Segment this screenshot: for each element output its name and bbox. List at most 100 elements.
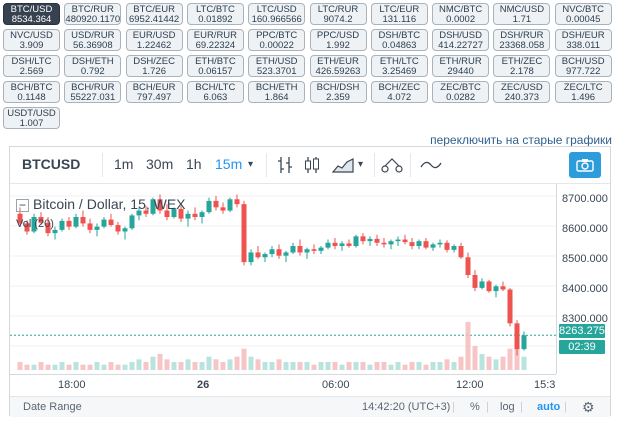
pair-button[interactable]: LTC/RUR 9074.2 (309, 3, 367, 25)
volume-bar (136, 359, 142, 370)
chevron-down-icon[interactable]: ▾ (248, 159, 254, 170)
pair-price: 9074.2 (323, 14, 353, 25)
candle-body (458, 246, 464, 258)
pair-button[interactable]: BCH/LTC 6.063 (186, 81, 244, 103)
bar-style-icon[interactable] (276, 155, 294, 175)
pair-button[interactable]: DSH/USD 414.22727 (432, 29, 490, 51)
pair-button[interactable]: ZEC/USD 240.373 (493, 81, 551, 103)
pair-button[interactable]: BCH/USD 977.722 (554, 55, 612, 77)
candle-body (269, 249, 275, 255)
volume-bar (339, 364, 345, 370)
pair-button[interactable]: BCH/DSH 2.359 (309, 81, 367, 103)
pair-button[interactable]: USDT/USD 1.007 (3, 107, 60, 129)
candle-body (353, 236, 359, 246)
pair-name: BCH/BTC (10, 82, 53, 93)
volume-bar (500, 356, 506, 370)
pair-price: 480920.1170 (65, 14, 121, 25)
symbol-search[interactable]: BTCUSD (22, 156, 81, 172)
pair-button[interactable]: ETH/ZEC 2.178 (493, 55, 551, 77)
pair-button[interactable]: BTC/EUR 6952.41442 (125, 3, 183, 25)
pair-button[interactable]: BTC/RUR 480920.1170 (64, 3, 122, 25)
pair-button[interactable]: BCH/ETH 1.864 (248, 81, 306, 103)
compare-wave-icon[interactable] (420, 157, 442, 173)
pair-button[interactable]: ETH/USD 523.3701 (248, 55, 306, 77)
volume-bar (213, 359, 219, 370)
pair-name: ETH/ZEC (501, 56, 543, 67)
pair-button[interactable]: USD/RUR 56.36908 (64, 29, 122, 51)
legend-collapse-icon[interactable]: − (16, 198, 30, 212)
pair-button[interactable]: ETH/EUR 426.59263 (309, 55, 367, 77)
pair-button[interactable]: BCH/RUR 55227.031 (64, 81, 122, 103)
pair-button[interactable]: EUR/RUR 69.22324 (186, 29, 244, 51)
indicators-icon[interactable] (380, 155, 404, 175)
volume-bar (178, 362, 184, 370)
clock-timezone[interactable]: 14:42:20 (UTC+3) (362, 401, 451, 413)
switch-old-charts-link[interactable]: переключить на старые графики (430, 133, 612, 147)
volume-bar (269, 362, 275, 370)
pair-button[interactable]: PPC/USD 1.992 (309, 29, 367, 51)
pair-button[interactable]: DSH/LTC 2.569 (3, 55, 60, 77)
candle-body (514, 323, 520, 350)
pair-button[interactable]: BCH/BTC 0.1148 (3, 81, 60, 103)
pair-button[interactable]: ETH/RUR 29440 (432, 55, 490, 77)
pair-button[interactable]: LTC/BTC 0.01892 (186, 3, 244, 25)
time-axis[interactable]: 18:00 26 06:00 12:00 15:3 (10, 374, 556, 397)
pair-button[interactable]: NVC/BTC 0.00045 (554, 3, 612, 25)
pair-button[interactable]: BCH/ZEC 4.072 (370, 81, 428, 103)
percent-scale-toggle[interactable]: % (470, 401, 480, 413)
volume-bar (164, 359, 170, 370)
pair-button[interactable]: ETH/BTC 0.06157 (186, 55, 244, 77)
pair-button[interactable]: LTC/EUR 131.116 (370, 3, 428, 25)
candle-body (87, 223, 93, 230)
candle-body (199, 212, 205, 217)
pair-name: BCH/DSH (316, 82, 360, 93)
pair-button[interactable]: BCH/EUR 797.497 (125, 81, 183, 103)
pair-button[interactable]: ZEC/LTC 1.496 (554, 81, 612, 103)
pair-button[interactable]: NMC/BTC 0.0002 (432, 3, 490, 25)
interval-30m[interactable]: 30m (146, 156, 174, 172)
candle-body (311, 249, 317, 251)
volume-bar (192, 362, 198, 370)
candle-body (262, 254, 268, 258)
volume-bar (122, 364, 128, 370)
interval-1m[interactable]: 1m (114, 156, 134, 172)
pair-name: ETH/EUR (317, 56, 359, 67)
pair-button[interactable]: DSH/RUR 23368.058 (493, 29, 551, 51)
gear-icon[interactable]: ⚙ (582, 399, 595, 415)
pair-button[interactable]: PPC/BTC 0.00022 (248, 29, 306, 51)
price-pane[interactable]: − Bitcoin / Dollar, 15, WEX Vol (20) (10, 184, 557, 374)
volume-bar (129, 362, 135, 370)
interval-15m[interactable]: 15m (215, 156, 243, 172)
pair-button[interactable]: NVC/USD 3.909 (3, 29, 60, 51)
pair-price: 0.06157 (198, 66, 233, 77)
chevron-down-icon[interactable]: ▾ (358, 159, 364, 170)
pair-button[interactable]: DSH/ZEC 1.726 (125, 55, 183, 77)
candles-style-icon[interactable] (303, 155, 321, 175)
pair-button[interactable]: NMC/USD 1.71 (493, 3, 551, 25)
pair-price: 0.04863 (382, 40, 417, 51)
pair-button[interactable]: DSH/EUR 338.011 (554, 29, 612, 51)
camera-screenshot-button[interactable] (569, 152, 601, 178)
pair-button[interactable]: LTC/USD 160.966566 (248, 3, 306, 25)
candle-body (220, 207, 226, 211)
area-style-icon[interactable] (332, 155, 354, 175)
volume-bar (465, 322, 471, 370)
pair-button[interactable]: ETH/LTC 3.25469 (370, 55, 428, 77)
pair-button[interactable]: BTC/USD 8534.364 (3, 3, 60, 25)
volume-bar (101, 364, 107, 370)
pair-price: 0.0002 (446, 14, 476, 25)
date-range-button[interactable]: Date Range (23, 401, 82, 413)
candle-body (388, 241, 394, 245)
pair-button[interactable]: EUR/USD 1.22462 (125, 29, 183, 51)
candle-body (402, 239, 408, 243)
toolbar-divider: | (564, 401, 567, 413)
volume-bar (115, 364, 121, 370)
interval-1h[interactable]: 1h (186, 156, 202, 172)
log-scale-toggle[interactable]: log (500, 401, 515, 413)
auto-scale-toggle[interactable]: auto (537, 401, 561, 413)
pair-button[interactable]: ZEC/BTC 0.0282 (432, 81, 490, 103)
pair-button[interactable]: DSH/ETH 0.792 (64, 55, 122, 77)
price-axis[interactable]: 8700.000 8600.000 8500.000 8400.000 8300… (556, 184, 610, 374)
pair-button[interactable]: DSH/BTC 0.04863 (370, 29, 428, 51)
volume-bar (234, 356, 240, 370)
